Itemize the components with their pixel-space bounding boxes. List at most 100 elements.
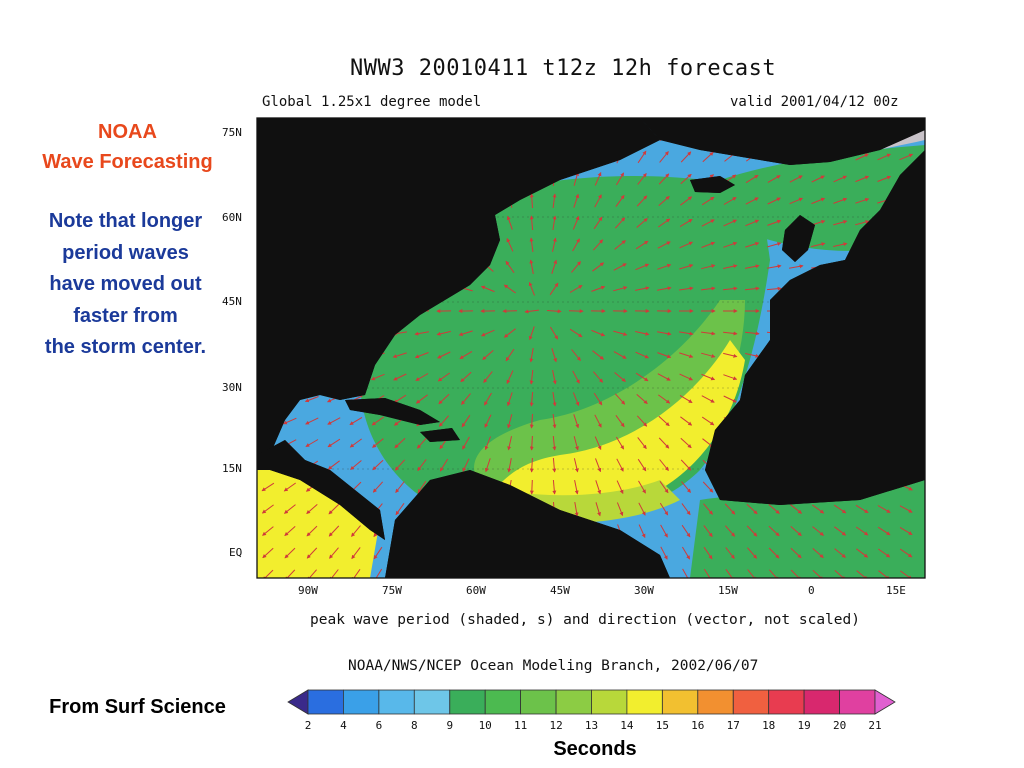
direction-arrow — [415, 394, 428, 404]
colorbar-tick-label: 6 — [376, 719, 383, 732]
direction-arrow — [327, 438, 341, 448]
direction-arrow — [416, 437, 427, 449]
lat-tick: 75N — [222, 126, 242, 139]
direction-arrow — [635, 351, 650, 359]
direction-arrow — [552, 457, 557, 473]
direction-arrow — [855, 175, 870, 183]
lon-tick: 0 — [808, 584, 815, 597]
direction-arrow — [349, 438, 362, 448]
direction-arrow — [744, 331, 760, 336]
direction-arrow — [682, 568, 690, 578]
direction-arrow — [529, 435, 534, 451]
direction-arrow — [373, 568, 383, 578]
direction-arrow — [899, 526, 913, 536]
direction-arrow — [351, 569, 361, 578]
direction-arrow — [595, 480, 602, 495]
direction-arrow — [507, 458, 512, 473]
direction-arrow — [572, 238, 580, 252]
direction-arrow — [574, 480, 579, 495]
direction-arrow — [328, 503, 340, 515]
direction-arrow — [262, 526, 274, 536]
direction-arrow — [701, 373, 716, 381]
iceland — [690, 176, 735, 193]
direction-arrow — [415, 373, 429, 381]
direction-arrow — [529, 193, 534, 209]
lon-ticks: 90W 75W 60W 45W 30W 15W 0 15E — [298, 584, 906, 597]
direction-arrow — [304, 396, 319, 403]
direction-arrow — [327, 460, 340, 470]
direction-arrow — [284, 547, 296, 559]
direction-arrow — [614, 217, 626, 229]
direction-arrow — [613, 330, 628, 336]
direction-arrow — [679, 394, 693, 404]
direction-arrow — [551, 259, 558, 274]
direction-arrow — [615, 194, 625, 207]
direction-arrow — [372, 438, 384, 448]
colorbar-tick-label: 21 — [868, 719, 881, 732]
colorbar-tick-label: 13 — [585, 719, 598, 732]
direction-arrow — [659, 502, 669, 516]
direction-arrow — [658, 394, 671, 404]
direction-arrow — [351, 547, 361, 560]
direction-arrow — [371, 416, 385, 426]
direction-arrow — [552, 479, 557, 495]
direction-arrow — [284, 569, 296, 578]
direction-arrow — [460, 371, 472, 383]
direction-arrow — [395, 503, 405, 516]
direction-arrow — [723, 331, 738, 336]
cuba — [345, 398, 440, 425]
direction-arrow — [768, 547, 780, 559]
direction-arrow — [680, 151, 692, 163]
model-label: Global 1.25x1 degree model — [262, 94, 482, 110]
colorbar-low-arrow — [287, 689, 309, 715]
colorbar-tick-label: 8 — [411, 719, 418, 732]
hispaniola — [420, 428, 460, 442]
direction-arrow — [766, 286, 782, 291]
direction-arrow — [658, 195, 670, 206]
direction-arrow — [329, 569, 339, 578]
colorbar-tick-label: 12 — [549, 719, 562, 732]
direction-arrow — [327, 417, 341, 425]
direction-arrow — [790, 504, 803, 514]
lon-tick: 15W — [718, 584, 738, 597]
direction-arrow — [658, 437, 670, 449]
direction-arrow — [461, 414, 471, 428]
colorbar-swatch — [803, 689, 840, 715]
direction-arrow — [306, 547, 318, 559]
direction-arrow — [745, 219, 760, 227]
direction-arrow — [529, 457, 534, 473]
direction-arrow — [790, 547, 802, 559]
colorbar-swatch — [697, 689, 734, 715]
colorbar-tick-label: 14 — [620, 719, 634, 732]
direction-arrow — [701, 286, 716, 291]
direction-arrow — [658, 218, 671, 228]
direction-arrow — [703, 546, 713, 560]
direction-arrow — [529, 391, 534, 407]
colorbar-tick-label: 4 — [340, 719, 347, 732]
direction-arrow — [592, 262, 605, 272]
map-area — [257, 118, 925, 578]
direction-arrow — [613, 263, 627, 271]
direction-arrow — [812, 569, 824, 578]
direction-arrow — [616, 502, 624, 517]
direction-arrow — [506, 370, 514, 385]
lat-tick: 30N — [222, 381, 242, 394]
direction-arrow — [595, 502, 601, 517]
direction-arrow — [723, 197, 737, 205]
direction-arrow — [635, 372, 649, 382]
direction-arrow — [282, 417, 297, 425]
direction-arrow — [660, 546, 668, 560]
direction-arrow — [636, 195, 648, 207]
lon-tick: 45W — [550, 584, 570, 597]
direction-arrow — [811, 197, 826, 205]
direction-arrow — [393, 373, 407, 381]
direction-arrow — [549, 282, 559, 296]
note-line: period waves — [62, 241, 189, 264]
direction-arrow — [573, 436, 579, 451]
direction-arrow — [679, 373, 694, 381]
direction-arrow — [594, 414, 602, 428]
direction-arrow — [701, 352, 716, 358]
direction-arrow — [657, 352, 672, 359]
direction-arrow — [659, 459, 669, 472]
lat-ticks: 75N 60N 45N 30N 15N EQ — [222, 126, 242, 559]
